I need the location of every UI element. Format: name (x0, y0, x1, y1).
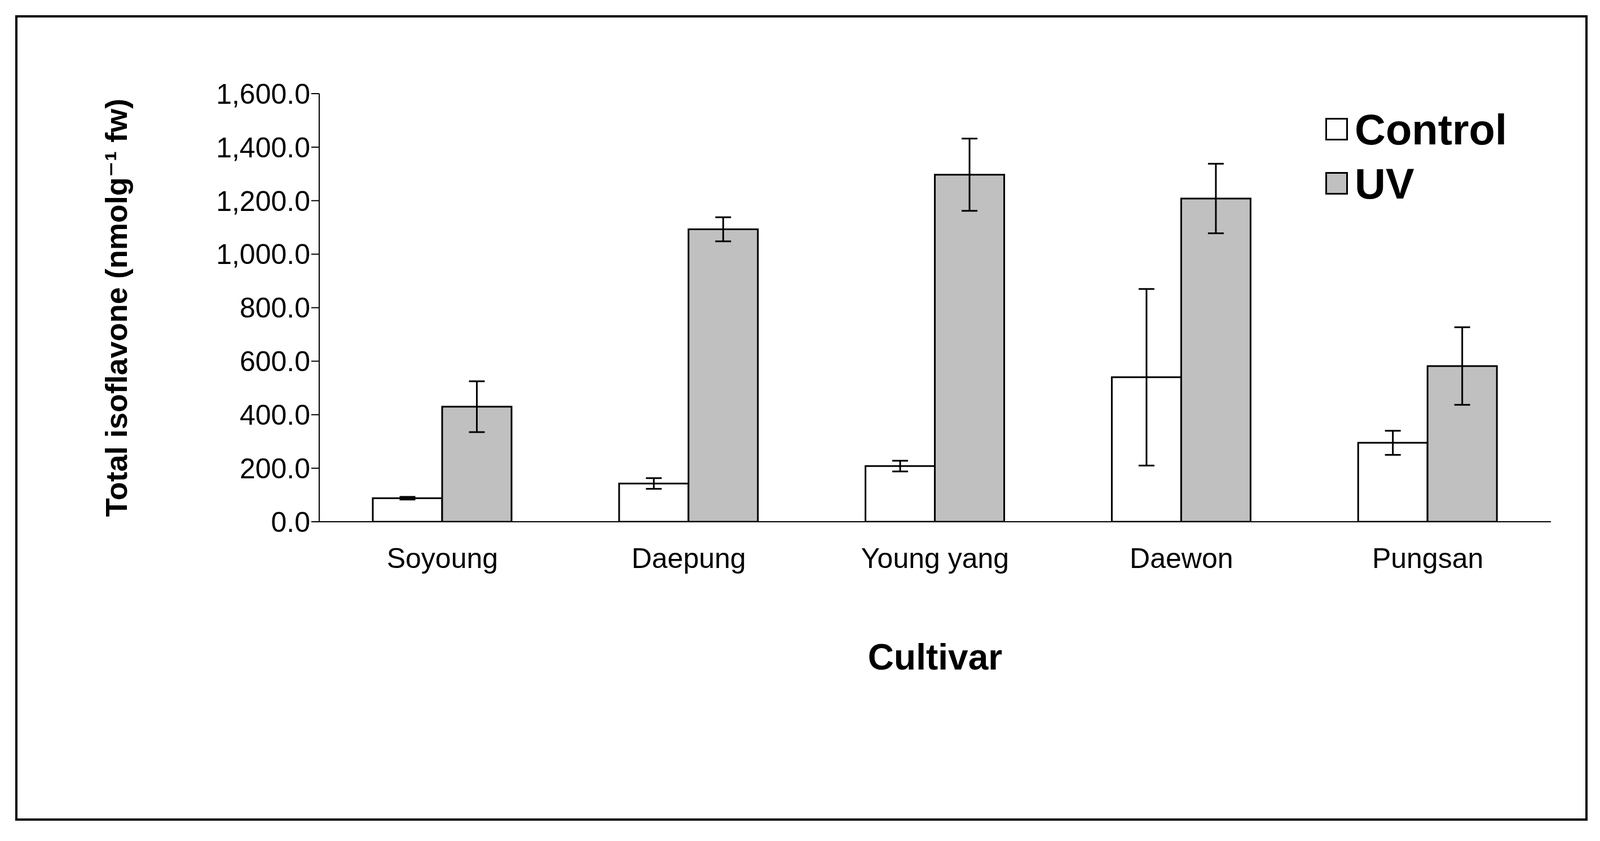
svg-text:Pungsan: Pungsan (1372, 542, 1484, 575)
svg-text:Daepung: Daepung (631, 542, 747, 575)
html-text:UV: UV (1354, 159, 1415, 208)
svg-text:Daewon: Daewon (1129, 542, 1233, 575)
svg-text:1,200.0: 1,200.0 (216, 185, 311, 218)
svg-text:0.0: 0.0 (270, 506, 311, 539)
svg-text:800.0: 800.0 (239, 292, 311, 324)
svg-text:1,400.0: 1,400.0 (216, 131, 311, 164)
html-text:Control: Control (1354, 105, 1508, 154)
svg-text:600.0: 600.0 (239, 345, 311, 378)
svg-text:Soyoung: Soyoung (386, 542, 498, 575)
svg-text:Young yang: Young yang (861, 542, 1009, 575)
svg-text:Total isoflavone (nmolg⁻¹ fw): Total isoflavone (nmolg⁻¹ fw) (99, 98, 134, 517)
svg-text:Cultivar: Cultivar (867, 636, 1003, 678)
svg-text:200.0: 200.0 (239, 452, 311, 485)
svg-text:1,000.0: 1,000.0 (216, 238, 311, 271)
svg-text:1,600.0: 1,600.0 (216, 78, 311, 110)
svg-text:400.0: 400.0 (239, 399, 311, 431)
